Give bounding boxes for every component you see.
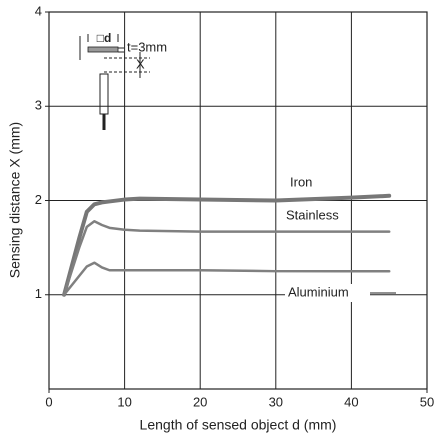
- inset-label: □d: [97, 31, 112, 45]
- series-line: [62, 193, 392, 297]
- label-backdrop: [285, 284, 370, 302]
- x-tick-label: 0: [45, 394, 52, 409]
- target-plate: [87, 46, 119, 53]
- series-line: [62, 219, 391, 296]
- inset-diagram: □d t=3mm X: [79, 31, 167, 130]
- inset-label: X: [136, 56, 145, 71]
- x-tick-label: 50: [420, 394, 434, 409]
- x-tick-label: 20: [193, 394, 207, 409]
- series-line: [62, 261, 391, 296]
- y-tick-label: 1: [35, 286, 42, 301]
- series-label: Stainless: [286, 207, 339, 222]
- series-label: Iron: [290, 174, 312, 189]
- y-tick-label: 3: [35, 98, 42, 113]
- x-tick-label: 10: [117, 394, 131, 409]
- inset-label: t=3mm: [127, 39, 167, 54]
- sensor: [99, 73, 109, 115]
- y-axis-label: Sensing distance X (mm): [7, 122, 23, 278]
- x-axis-label: Length of sensed object d (mm): [140, 417, 337, 433]
- y-tick-label: 2: [35, 192, 42, 207]
- x-tick-label: 30: [269, 394, 283, 409]
- x-tick-label: 40: [344, 394, 358, 409]
- series-label: Aluminium: [288, 284, 349, 299]
- y-tick-label: 4: [35, 3, 42, 18]
